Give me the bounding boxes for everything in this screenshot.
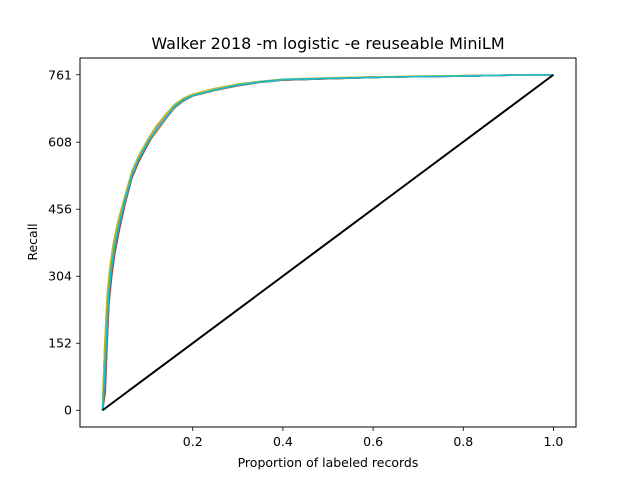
x-axis-label: Proportion of labeled records [238, 455, 419, 470]
y-tick-label: 0 [64, 403, 72, 418]
x-tick-label: 1.0 [544, 434, 564, 449]
y-tick-label: 304 [48, 269, 72, 284]
x-tick-label: 0.6 [363, 434, 383, 449]
y-tick-label: 761 [48, 67, 72, 82]
series-layer [101, 73, 555, 412]
chart-title: Walker 2018 -m logistic -e reuseable Min… [151, 34, 504, 53]
series-line-10 [101, 73, 554, 411]
y-tick-label: 608 [48, 135, 72, 150]
y-tick-label: 456 [48, 202, 72, 217]
x-tick-label: 0.8 [453, 434, 473, 449]
plot-frame [79, 57, 577, 428]
y-axis: 0 152 304 456 608 761 [48, 67, 80, 418]
y-tick-label: 152 [48, 336, 72, 351]
y-axis-label: Recall [25, 223, 40, 260]
x-axis: 0.2 0.4 0.6 0.8 1.0 [183, 427, 564, 449]
x-tick-label: 0.2 [183, 434, 203, 449]
x-tick-label: 0.4 [273, 434, 293, 449]
series-line-11 [101, 73, 555, 412]
